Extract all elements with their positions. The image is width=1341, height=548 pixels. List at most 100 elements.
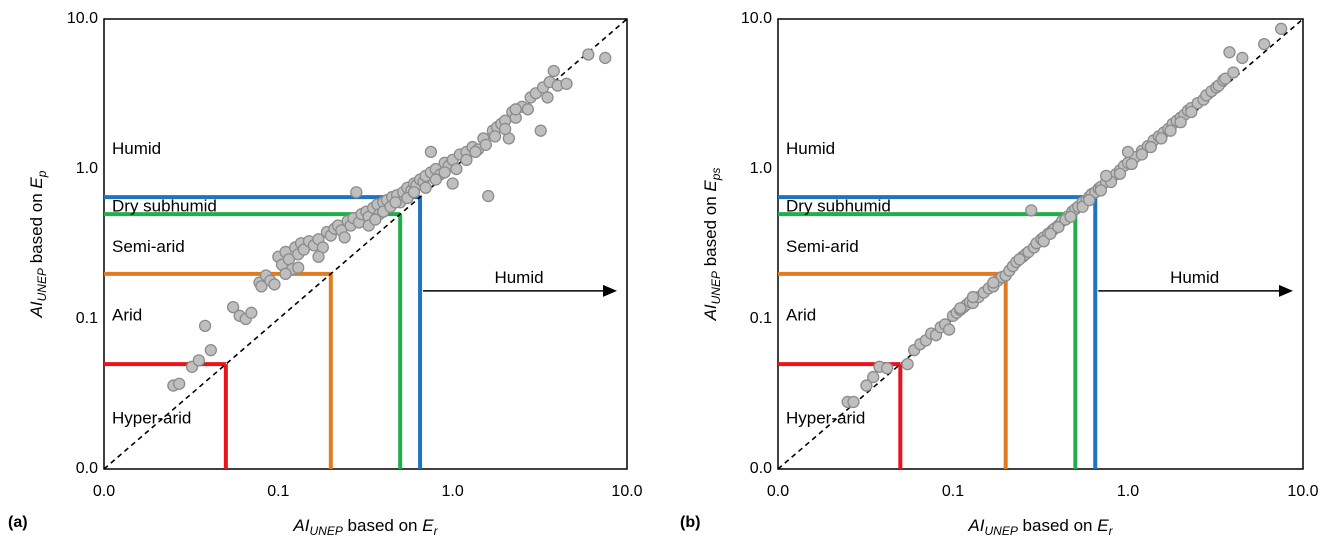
y-tick-label: 0.0 xyxy=(76,460,98,477)
data-point xyxy=(1155,132,1168,145)
data-point xyxy=(599,51,612,65)
x-tick-label: 1.0 xyxy=(442,483,464,500)
arrow-label: Humid xyxy=(494,268,543,287)
panel-label: (b) xyxy=(680,514,700,531)
data-point xyxy=(541,91,554,104)
data-point xyxy=(1223,46,1236,59)
data-point xyxy=(534,124,547,137)
data-point xyxy=(407,186,421,199)
data-point xyxy=(966,290,980,304)
x-axis-label: AIUNEP based on Er xyxy=(292,516,438,538)
zone-label: Semi-arid xyxy=(786,237,859,256)
y-tick-label: 10.0 xyxy=(67,10,98,27)
data-point xyxy=(469,145,482,159)
zone-label: Arid xyxy=(786,305,816,324)
y-tick-label: 1.0 xyxy=(76,160,98,177)
data-point xyxy=(389,196,402,209)
data-point xyxy=(901,358,914,371)
zone-label: Dry subhumid xyxy=(786,196,891,215)
data-point xyxy=(1025,204,1038,217)
zone-label: Humid xyxy=(786,139,835,158)
zone-label: Semi-arid xyxy=(112,237,185,256)
data-point xyxy=(424,145,438,159)
plot-frame xyxy=(103,18,628,470)
zone-label: Hyper-arid xyxy=(786,409,865,428)
data-point xyxy=(867,370,880,384)
zone-label: Dry subhumid xyxy=(112,196,217,215)
data-point xyxy=(446,177,459,190)
y-tick-label: 0.1 xyxy=(750,310,772,327)
arrow-head xyxy=(1279,284,1293,297)
data-point xyxy=(560,77,573,90)
y-tick-label: 0.0 xyxy=(750,460,772,477)
plot-frame xyxy=(777,18,1304,470)
data-point xyxy=(460,153,473,167)
data-point xyxy=(1044,227,1057,240)
x-tick-label: 0.1 xyxy=(267,483,289,500)
data-point xyxy=(1113,167,1127,180)
data-point xyxy=(350,186,363,199)
x-tick-label: 0.1 xyxy=(942,483,964,500)
arrow-label: Humid xyxy=(1170,268,1219,287)
data-point xyxy=(255,280,268,293)
data-point xyxy=(547,64,560,78)
y-axis-label: AIUNEP based on Ep xyxy=(27,170,49,318)
data-point xyxy=(419,181,432,194)
data-point xyxy=(509,103,522,116)
zone-label: Hyper-arid xyxy=(112,409,191,428)
data-point xyxy=(1121,145,1135,159)
arrow-head xyxy=(603,284,617,297)
data-point xyxy=(942,323,956,336)
data-point xyxy=(1185,105,1198,119)
data-point xyxy=(245,306,258,319)
data-point xyxy=(582,48,595,61)
data-point xyxy=(438,166,451,179)
x-tick-label: 10.0 xyxy=(1287,483,1318,500)
data-point xyxy=(488,130,502,143)
data-point xyxy=(1219,72,1232,85)
one-to-one-line xyxy=(103,18,628,470)
data-point xyxy=(198,319,212,333)
x-axis-label: AIUNEP based on Er xyxy=(967,516,1113,538)
data-point xyxy=(1083,193,1096,207)
data-point xyxy=(860,379,873,392)
data-point xyxy=(482,189,495,203)
data-point xyxy=(1052,220,1065,234)
data-point xyxy=(1013,253,1026,266)
data-point xyxy=(204,343,217,357)
chart-panel-b: Humid Dry subhumid Semi-arid Arid Hyper-arid… xyxy=(680,10,1319,538)
x-tick-label: 0.0 xyxy=(93,483,115,500)
data-point xyxy=(847,395,860,409)
data-point xyxy=(954,302,967,315)
data-point xyxy=(880,362,894,375)
data-point xyxy=(521,103,535,116)
data-point xyxy=(450,162,463,176)
data-point xyxy=(1227,66,1240,79)
y-axis-label: AIUNEP based on Eps xyxy=(701,168,723,322)
data-point xyxy=(312,250,325,263)
data-point xyxy=(1174,116,1187,129)
data-point xyxy=(987,276,1000,289)
data-point xyxy=(1164,124,1177,137)
y-tick-label: 0.1 xyxy=(76,310,98,327)
zone-label: Humid xyxy=(112,139,161,158)
x-tick-label: 10.0 xyxy=(611,483,642,500)
data-point xyxy=(1274,22,1288,35)
data-point xyxy=(268,278,281,291)
y-tick-label: 1.0 xyxy=(750,160,772,177)
y-tick-label: 10.0 xyxy=(741,10,772,27)
data-point xyxy=(338,231,351,244)
data-point xyxy=(498,122,512,136)
data-point xyxy=(1125,157,1138,171)
data-point xyxy=(1144,140,1157,154)
data-point xyxy=(292,261,305,274)
data-point xyxy=(1094,184,1108,197)
data-point xyxy=(429,173,442,186)
x-tick-label: 0.0 xyxy=(767,483,789,500)
data-point xyxy=(479,138,492,151)
data-point xyxy=(1135,148,1149,161)
data-point xyxy=(369,213,382,226)
data-point xyxy=(173,377,186,390)
data-point xyxy=(279,267,292,280)
